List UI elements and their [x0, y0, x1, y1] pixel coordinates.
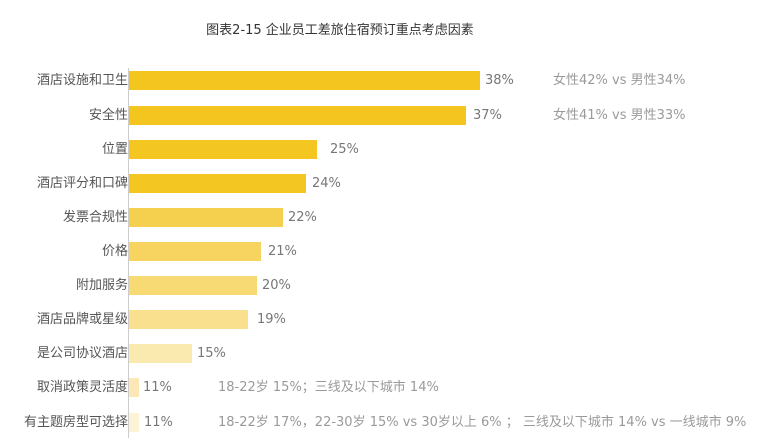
value-label: 38% [485, 73, 514, 88]
bar-row: 酒店评分和口碑 24% [0, 174, 778, 194]
bar-row: 价格 21% [0, 242, 778, 262]
category-label: 价格 [101, 244, 128, 259]
value-label: 20% [262, 278, 291, 293]
category-label: 位置 [101, 142, 128, 157]
category-label: 发票合规性 [62, 210, 128, 225]
bar-row: 附加服务 20% [0, 276, 778, 296]
bar [129, 378, 139, 397]
annotation: 18-22岁 17%，22-30岁 15% vs 30岁以上 6% ； 三线及以… [218, 415, 747, 430]
bar [129, 242, 261, 261]
category-label: 酒店品牌或星级 [36, 312, 128, 327]
bar-row: 酒店品牌或星级 19% [0, 310, 778, 330]
category-label: 是公司协议酒店 [36, 346, 128, 361]
category-label: 酒店设施和卫生 [36, 73, 128, 88]
bar [129, 208, 283, 227]
value-label: 22% [288, 210, 317, 225]
bar-row: 发票合规性 22% [0, 208, 778, 228]
bar-row: 取消政策灵活度 11% 18-22岁 15%；三线及以下城市 14% [0, 378, 778, 398]
category-label: 酒店评分和口碑 [36, 176, 128, 191]
bar [129, 71, 480, 90]
value-label: 11% [143, 380, 172, 395]
category-label: 附加服务 [75, 278, 128, 293]
bar [129, 140, 317, 159]
chart-title: 图表2-15 企业员工差旅住宿预订重点考虑因素 [206, 23, 474, 38]
bar [129, 174, 306, 193]
bar-row: 是公司协议酒店 15% [0, 344, 778, 364]
bar-row: 有主题房型可选择 11% 18-22岁 17%，22-30岁 15% vs 30… [0, 413, 778, 433]
bar [129, 276, 257, 295]
annotation: 女性41% vs 男性33% [553, 108, 686, 123]
bar-row: 位置 25% [0, 140, 778, 160]
value-label: 19% [257, 312, 286, 327]
bar-row: 安全性 37% 女性41% vs 男性33% [0, 106, 778, 126]
y-axis-line [128, 68, 129, 438]
category-label: 有主题房型可选择 [23, 415, 128, 430]
category-label: 取消政策灵活度 [36, 380, 128, 395]
value-label: 11% [144, 415, 173, 430]
bar [129, 344, 192, 363]
value-label: 15% [197, 346, 226, 361]
value-label: 24% [312, 176, 341, 191]
annotation: 18-22岁 15%；三线及以下城市 14% [218, 380, 439, 395]
annotation: 女性42% vs 男性34% [553, 73, 686, 88]
bar-row: 酒店设施和卫生 38% 女性42% vs 男性34% [0, 71, 778, 91]
category-label: 安全性 [88, 108, 128, 123]
bar [129, 310, 248, 329]
bar [129, 413, 139, 432]
bar [129, 106, 466, 125]
value-label: 21% [268, 244, 297, 259]
value-label: 25% [330, 142, 359, 157]
value-label: 37% [473, 108, 502, 123]
